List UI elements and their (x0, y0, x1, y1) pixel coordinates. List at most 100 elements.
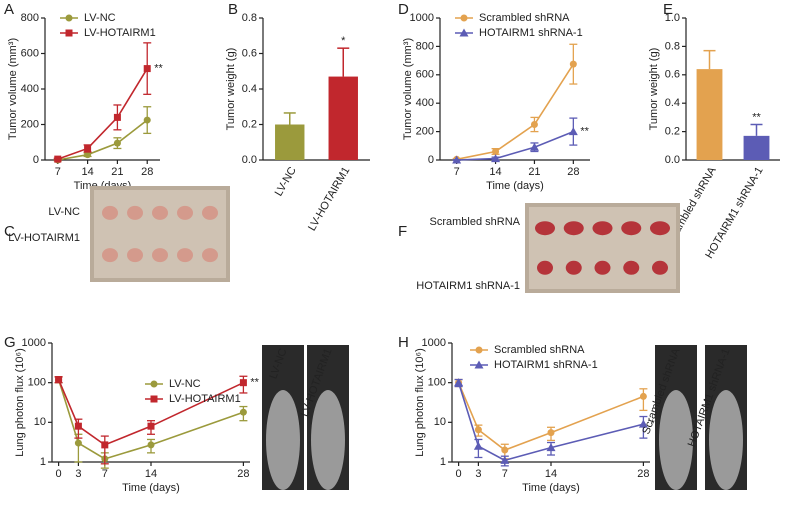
legend-marker (475, 346, 483, 354)
x-tick-label: 28 (141, 166, 153, 178)
panel-label: D (398, 1, 409, 18)
y-axis-label: Lung photon flux (10⁶) (414, 348, 426, 457)
tumor (535, 221, 555, 236)
marker (639, 392, 647, 400)
annotation: ** (250, 377, 259, 389)
panel-label: G (4, 334, 16, 351)
marker (143, 65, 151, 73)
marker (55, 376, 63, 384)
marker (101, 441, 109, 449)
x-tick-label: 0 (456, 468, 462, 480)
marker (501, 446, 509, 454)
tumor (152, 248, 168, 263)
legend-label: LV-NC (169, 378, 201, 390)
y-tick-label: 1000 (410, 12, 434, 24)
tumor (177, 248, 193, 263)
x-tick-label: 14 (489, 166, 501, 178)
marker (492, 147, 500, 155)
mouse (659, 390, 693, 490)
y-tick-label: 0.2 (665, 126, 680, 138)
series-line (456, 63, 575, 161)
marker (74, 439, 82, 447)
tumor (623, 260, 640, 275)
x-tick-label: 7 (502, 468, 508, 480)
marker (239, 379, 247, 387)
tumor (650, 221, 670, 236)
tumor (202, 205, 218, 220)
marker (473, 441, 483, 450)
marker (147, 422, 155, 430)
x-tick-label: LV-NC (273, 165, 299, 198)
y-tick-label: 0.0 (665, 154, 680, 166)
tumor (127, 248, 143, 263)
tumor (621, 221, 642, 236)
y-tick-label: 1000 (22, 337, 46, 349)
tumor (102, 248, 118, 263)
annotation: ** (752, 111, 761, 123)
y-tick-label: 100 (428, 377, 446, 389)
legend-marker (150, 395, 158, 403)
x-tick-label: 0 (56, 468, 62, 480)
bar (328, 76, 358, 160)
panel-label: H (398, 334, 409, 351)
x-tick-label: 28 (567, 166, 579, 178)
legend-marker (460, 14, 468, 22)
image-label: LV-HOTAIRM1 (8, 232, 80, 244)
legend-label: HOTAIRM1 shRNA-1 (479, 27, 583, 39)
marker (569, 60, 577, 68)
marker (239, 408, 247, 416)
x-tick-label: 3 (75, 468, 81, 480)
annotation: ** (154, 62, 163, 74)
series-line (456, 130, 574, 161)
marker (638, 419, 648, 428)
bar (696, 69, 723, 160)
y-tick-label: 0 (428, 154, 434, 166)
photo-bg (529, 207, 676, 289)
x-tick-label: 7 (454, 166, 460, 178)
y-axis-label: Tumor volume (mm³) (402, 38, 414, 140)
image-label: HOTAIRM1 shRNA-1 (416, 280, 520, 292)
marker (143, 116, 151, 124)
legend-marker (150, 380, 158, 388)
x-tick-label: 14 (545, 468, 557, 480)
legend-marker (65, 29, 73, 37)
legend-label: Scrambled shRNA (494, 344, 585, 356)
marker (452, 155, 462, 164)
y-tick-label: 800 (416, 40, 434, 52)
tumor (652, 260, 668, 275)
y-tick-label: 400 (416, 97, 434, 109)
legend-label: HOTAIRM1 shRNA-1 (494, 359, 598, 371)
tumor (565, 260, 582, 275)
series-line (57, 379, 244, 446)
photo-bg (94, 190, 226, 278)
panel-label: F (398, 223, 407, 240)
y-tick-label: 0.8 (665, 40, 680, 52)
panel-label: A (4, 1, 14, 18)
legend-marker (474, 360, 484, 369)
y-axis-label: Lung photon flux (10⁶) (14, 348, 26, 457)
marker (500, 455, 510, 464)
x-tick-label: 7 (102, 468, 108, 480)
x-tick-label: 21 (528, 166, 540, 178)
marker (546, 443, 556, 452)
x-axis-label: Time (days) (122, 482, 180, 494)
y-tick-label: 0.8 (242, 12, 257, 24)
y-tick-label: 200 (21, 118, 39, 130)
x-tick-label: 3 (475, 468, 481, 480)
legend-label: Scrambled shRNA (479, 12, 570, 24)
image-label: LV-NC (48, 206, 80, 218)
marker (454, 378, 464, 387)
x-tick-label: 28 (237, 468, 249, 480)
x-tick-label: 14 (81, 166, 93, 178)
y-tick-label: 1000 (422, 337, 446, 349)
y-tick-label: 1 (440, 456, 446, 468)
marker (568, 127, 578, 136)
y-tick-label: 600 (416, 69, 434, 81)
y-tick-label: 10 (434, 416, 446, 428)
series-line (57, 119, 148, 161)
marker (491, 154, 501, 163)
annotation: * (341, 35, 346, 47)
tumor (102, 205, 118, 220)
y-tick-label: 0.4 (242, 83, 257, 95)
tumor (563, 221, 584, 236)
